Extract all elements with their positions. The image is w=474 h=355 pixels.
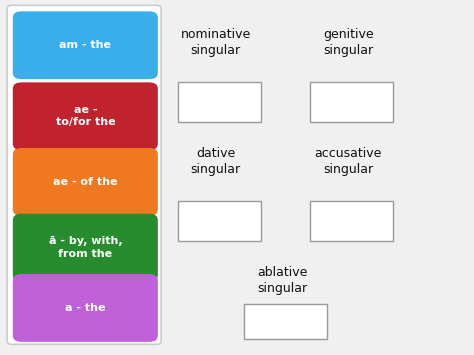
Text: a - the: a - the [65,303,106,313]
Bar [310,201,393,241]
Text: accusative
singular: accusative singular [315,147,382,176]
FancyBboxPatch shape [13,214,158,282]
Text: ā - by, with,
from the: ā - by, with, from the [48,236,122,259]
Bar [178,82,261,122]
Text: am - the: am - the [59,40,111,50]
FancyBboxPatch shape [13,274,158,342]
Text: ae -
to/for the: ae - to/for the [55,105,115,127]
Bar [310,82,393,122]
FancyBboxPatch shape [13,148,158,216]
Text: ae - of the: ae - of the [53,177,118,187]
Text: dative
singular: dative singular [191,147,241,176]
Text: ablative
singular: ablative singular [257,266,307,295]
Bar [178,201,261,241]
Bar [244,304,327,339]
FancyBboxPatch shape [13,11,158,79]
FancyBboxPatch shape [7,5,161,344]
Text: genitive
singular: genitive singular [323,28,374,57]
Text: nominative
singular: nominative singular [181,28,251,57]
FancyBboxPatch shape [13,82,158,150]
